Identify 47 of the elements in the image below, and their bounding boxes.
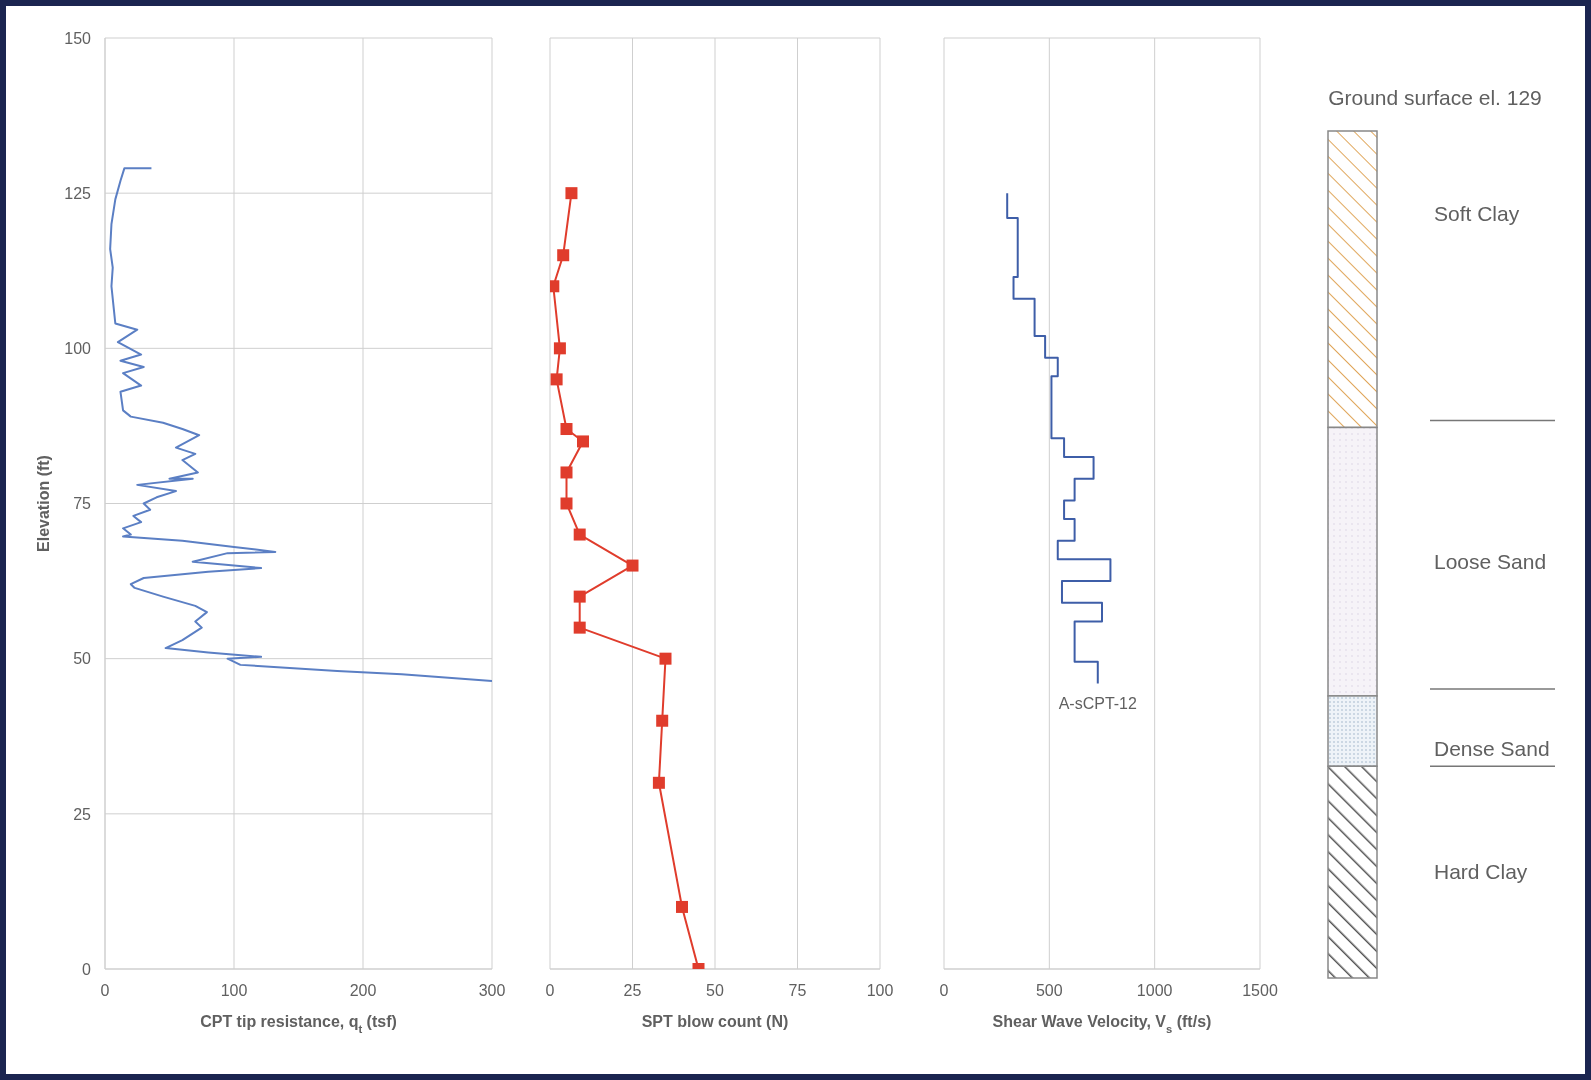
x-tick-label: 100: [220, 982, 248, 1000]
point: [557, 249, 570, 262]
x-tick-label: 25: [623, 982, 642, 1000]
x-tick-label: 1500: [1242, 982, 1278, 1000]
x-tick-label: 1000: [1136, 982, 1173, 1000]
y-tick-label: 75: [73, 495, 92, 513]
y-tick-label: 150: [64, 29, 92, 47]
text: Hard Clay: [1434, 860, 1528, 884]
point: [676, 900, 688, 913]
y-tick-label: 50: [73, 650, 92, 668]
y-axis-title: Elevation (ft): [35, 455, 52, 552]
x-tick-label: 300: [478, 982, 506, 1000]
point: [573, 621, 586, 634]
point: [565, 187, 578, 200]
x-tick-label: 100: [866, 982, 894, 1000]
y-tick-label: 125: [64, 184, 92, 202]
text: Dense Sand: [1434, 737, 1550, 761]
x-tick-label: 50: [706, 982, 724, 1000]
x-tick-label: 75: [788, 982, 807, 1000]
point: [560, 423, 573, 436]
point: [560, 497, 573, 510]
y-tick-label: 0: [82, 960, 92, 978]
point: [573, 528, 586, 541]
x-axis-title: SPT blow count (N): [641, 1013, 789, 1030]
x-axis-title: Shear Wave Velocity, V$_{s}$ (ft/s): [992, 1013, 1212, 1035]
point: [659, 652, 672, 665]
point: [626, 559, 639, 572]
x-tick-label: 0: [545, 982, 555, 1000]
point: [656, 714, 669, 727]
text: Ground surface el. 129: [1328, 86, 1542, 109]
x-axis-title: CPT tip resistance, q$_{t}$ (tsf): [200, 1013, 397, 1035]
point: [573, 590, 586, 603]
line-series: [109, 167, 492, 683]
x-tick-label: 200: [349, 982, 377, 1000]
point: [652, 776, 665, 789]
point: [550, 373, 563, 386]
series-label: A-sCPT-12: [1058, 695, 1138, 713]
point: [560, 466, 573, 479]
x-tick-label: 0: [939, 982, 949, 1000]
text: Loose Sand: [1434, 549, 1547, 573]
x-tick-label: 0: [100, 982, 110, 1000]
y-tick-label: 100: [64, 340, 92, 358]
point: [577, 435, 589, 448]
y-tick-label: 25: [73, 805, 92, 823]
point: [553, 342, 566, 355]
text: Soft Clay: [1434, 202, 1520, 226]
x-tick-label: 500: [1035, 982, 1063, 1000]
